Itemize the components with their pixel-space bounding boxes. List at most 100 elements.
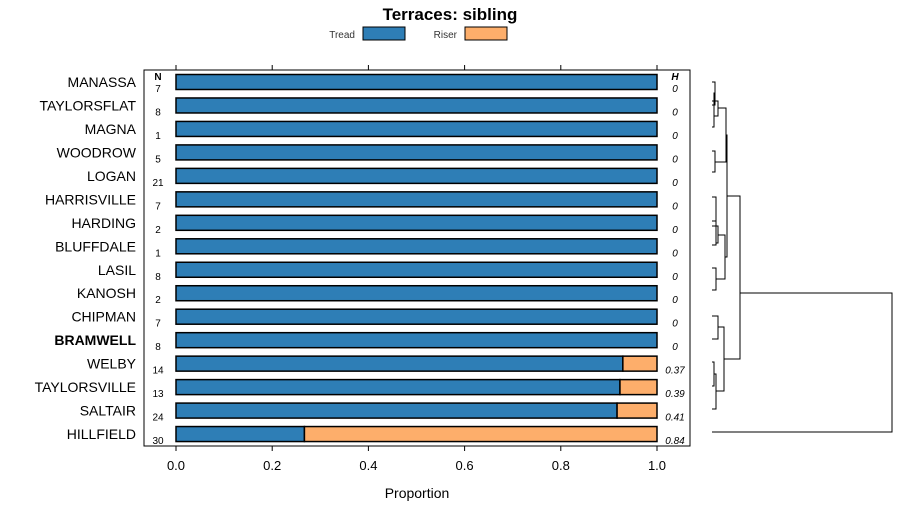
dendrogram-branch — [712, 315, 719, 340]
h-value: 0 — [672, 248, 678, 259]
n-value: 7 — [155, 84, 161, 95]
legend-label-tread: Tread — [329, 30, 355, 41]
n-value: 7 — [155, 319, 161, 330]
h-value: 0 — [672, 342, 678, 353]
row-label: LOGAN — [87, 168, 136, 184]
h-value: 0.41 — [665, 413, 684, 424]
row-label: TAYLORSVILLE — [35, 379, 136, 395]
legend-label-riser: Riser — [434, 30, 458, 41]
x-axis: 0.0 0.2 0.4 0.6 0.8 1.0 — [167, 65, 666, 473]
row-label: CHIPMAN — [71, 309, 136, 325]
dendrogram-branch — [712, 361, 715, 387]
n-value: 1 — [155, 248, 161, 259]
bar-segment-tread — [175, 144, 658, 161]
bar-segment-tread — [175, 308, 658, 325]
h-value: 0.39 — [665, 389, 685, 400]
bar-segment-tread — [175, 331, 658, 349]
bar-segment-tread — [175, 378, 621, 396]
h-value: 0 — [672, 107, 678, 118]
bar-segment-riser — [616, 402, 658, 419]
x-tick-label: 0.8 — [552, 458, 570, 473]
h-value: 0 — [672, 178, 678, 189]
x-tick-label: 0.6 — [456, 458, 474, 473]
legend-swatch-tread — [362, 26, 406, 41]
dendrogram-branch — [716, 234, 726, 280]
plot-panel — [143, 69, 691, 447]
h-value: 0 — [672, 272, 678, 283]
dendrogram-branch — [712, 196, 717, 222]
n-value: 5 — [155, 154, 161, 165]
row-label: BRAMWELL — [54, 332, 136, 348]
bar-segment-tread — [175, 355, 624, 372]
row-label: BLUFFDALE — [55, 238, 136, 254]
bar-segment-tread — [175, 167, 658, 185]
rows: MANASSA 7 0 TAYLORSFLAT 8 0 MAGNA 1 0 WOODROW 5 0 LO… — [35, 73, 685, 447]
row-label: MANASSA — [68, 74, 137, 90]
bar-segment-riser — [619, 378, 658, 396]
n-column-header: N — [154, 72, 161, 83]
n-value: 8 — [155, 342, 161, 353]
n-value: 8 — [155, 107, 161, 118]
dendrogram-branch — [712, 150, 716, 173]
n-value: 2 — [155, 225, 161, 236]
row-label: HILLFIELD — [67, 426, 136, 442]
row-label: MAGNA — [85, 121, 137, 137]
dendrogram-branch — [712, 267, 717, 291]
x-tick-label: 0.2 — [263, 458, 281, 473]
row-label: HARRISVILLE — [45, 191, 136, 207]
bar-segment-tread — [175, 284, 658, 302]
row-label: TAYLORSFLAT — [40, 97, 137, 113]
n-value: 13 — [152, 389, 164, 400]
dendrogram-branch — [712, 225, 719, 244]
bar-segment-tread — [175, 214, 658, 232]
n-value: 14 — [152, 366, 164, 377]
x-axis-title: Proportion — [385, 485, 450, 501]
bar-segment-tread — [175, 402, 618, 419]
n-value: 7 — [155, 201, 161, 212]
legend-swatch-riser — [464, 26, 508, 41]
bar-segment-riser — [622, 355, 658, 372]
n-value: 8 — [155, 272, 161, 283]
h-value: 0 — [672, 201, 678, 212]
h-value: 0.84 — [665, 436, 685, 447]
n-value: 2 — [155, 295, 161, 306]
bar-segment-tread — [175, 97, 658, 114]
h-value: 0 — [672, 225, 678, 236]
bar-segment-tread — [175, 425, 306, 443]
dendrogram-branch — [712, 209, 717, 246]
h-value: 0 — [672, 295, 678, 306]
n-value: 21 — [152, 178, 164, 189]
h-value: 0 — [672, 154, 678, 165]
dendrogram-branch — [724, 195, 741, 360]
bar-segment-tread — [175, 73, 658, 91]
n-value: 24 — [152, 413, 164, 424]
row-label: LASIL — [98, 262, 136, 278]
h-value: 0 — [672, 319, 678, 330]
dendrogram-branch — [716, 326, 725, 392]
h-column-header: H — [671, 72, 679, 83]
chart-title: Terraces: sibling — [383, 5, 518, 24]
row-label: KANOSH — [77, 285, 136, 301]
row-label: HARDING — [71, 215, 136, 231]
row-label: SALTAIR — [80, 403, 136, 419]
row-label: WELBY — [87, 356, 137, 372]
bar-segment-tread — [175, 261, 658, 279]
legend: Tread Riser — [329, 26, 508, 41]
bar-segment-tread — [175, 120, 658, 138]
x-tick-label: 0.4 — [359, 458, 377, 473]
dendrogram-branch — [712, 292, 893, 433]
bar-segment-tread — [175, 238, 658, 255]
n-value: 30 — [152, 436, 164, 447]
h-value: 0.37 — [665, 366, 685, 377]
n-value: 1 — [155, 131, 161, 142]
x-tick-label: 1.0 — [648, 458, 666, 473]
h-value: 0 — [672, 84, 678, 95]
dendrogram — [712, 81, 893, 433]
bar-segment-tread — [175, 191, 658, 208]
x-tick-label: 0.0 — [167, 458, 185, 473]
dendrogram-branch — [712, 92, 715, 128]
row-label: WOODROW — [57, 144, 137, 160]
h-value: 0 — [672, 131, 678, 142]
bar-segment-riser — [303, 425, 658, 443]
